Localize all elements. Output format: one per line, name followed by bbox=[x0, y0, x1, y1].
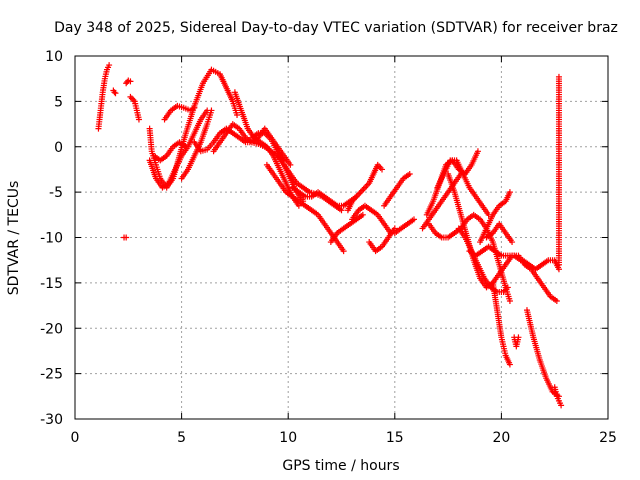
y-tick-label: 0 bbox=[54, 140, 63, 156]
y-tick-label: -25 bbox=[40, 367, 63, 383]
data-point bbox=[127, 78, 134, 85]
y-tick-label: 10 bbox=[45, 49, 63, 65]
data-point bbox=[553, 298, 560, 305]
axis-ticks: 0 5 10 15 20 25 -30 -25 -20 -15 -10 -5 0 5 10 bbox=[40, 49, 617, 446]
data-point bbox=[111, 89, 118, 96]
data-point bbox=[208, 107, 215, 114]
data-points bbox=[95, 62, 565, 409]
x-tick-label: 25 bbox=[599, 430, 617, 446]
y-tick-label: -10 bbox=[40, 231, 63, 247]
x-axis-label: GPS time / hours bbox=[282, 458, 399, 474]
data-point bbox=[504, 284, 511, 291]
data-point bbox=[506, 189, 513, 196]
data-point bbox=[474, 148, 481, 155]
x-tick-label: 15 bbox=[386, 430, 404, 446]
y-tick-label: -20 bbox=[40, 321, 63, 337]
x-tick-label: 0 bbox=[71, 430, 80, 446]
data-point bbox=[506, 361, 513, 368]
grid bbox=[75, 56, 608, 419]
data-point bbox=[135, 116, 142, 123]
data-point bbox=[182, 143, 189, 150]
data-point bbox=[234, 111, 241, 118]
data-point bbox=[509, 239, 516, 246]
data-point bbox=[106, 62, 113, 69]
data-point bbox=[555, 261, 562, 268]
y-tick-label: -30 bbox=[40, 412, 63, 428]
y-tick-label: 5 bbox=[54, 94, 63, 110]
data-point bbox=[123, 234, 130, 241]
y-tick-label: -15 bbox=[40, 276, 63, 292]
y-tick-label: -5 bbox=[49, 185, 63, 201]
data-point bbox=[287, 161, 294, 168]
data-point bbox=[558, 402, 565, 409]
data-point bbox=[410, 216, 417, 223]
data-point bbox=[112, 90, 119, 97]
x-tick-label: 5 bbox=[177, 430, 186, 446]
data-point bbox=[340, 248, 347, 255]
data-point bbox=[191, 104, 198, 111]
data-point bbox=[506, 298, 513, 305]
y-axis-label: SDTVAR / TECUs bbox=[6, 181, 22, 296]
chart-title: Day 348 of 2025, Sidereal Day-to-day VTE… bbox=[54, 20, 618, 36]
data-point bbox=[379, 166, 386, 173]
data-point bbox=[359, 211, 366, 218]
data-point bbox=[515, 334, 522, 341]
x-tick-label: 20 bbox=[492, 430, 510, 446]
x-tick-label: 10 bbox=[279, 430, 297, 446]
data-point bbox=[406, 170, 413, 177]
